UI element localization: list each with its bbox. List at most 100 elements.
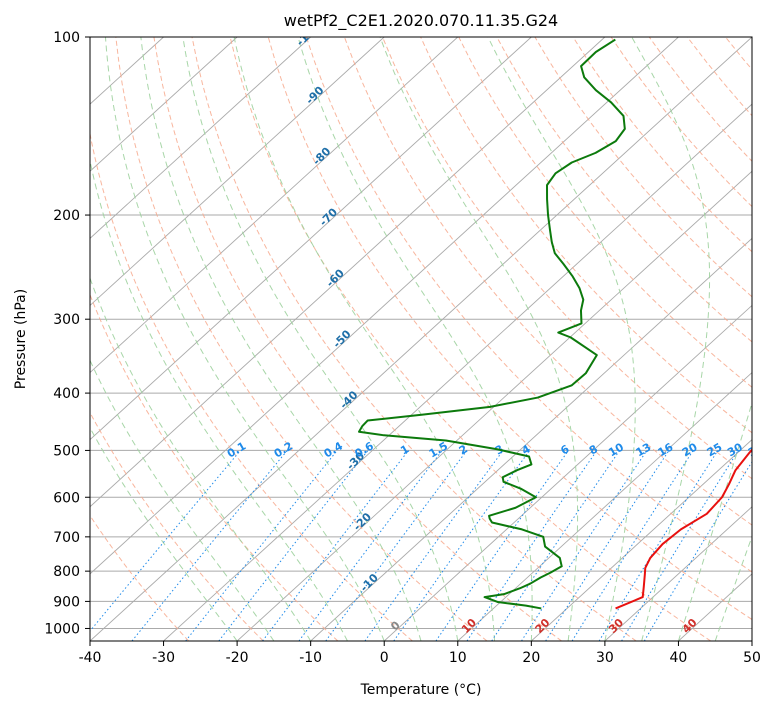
- isotherm-label: -90: [303, 84, 326, 107]
- isotherm-label: -50: [330, 327, 353, 350]
- mixing-ratio-label: 13: [634, 440, 654, 459]
- isotherm-line: [90, 37, 606, 508]
- y-tick-label: 100: [53, 30, 80, 46]
- isotherm-line: [531, 439, 752, 641]
- isotherm-label: -70: [317, 205, 340, 228]
- mixing-ratio-line: [185, 450, 338, 641]
- y-tick-label: 200: [53, 208, 80, 224]
- dry-adiabat-line: [229, 37, 712, 641]
- y-tick-label: 700: [53, 530, 80, 546]
- dry-adiabat-line: [420, 37, 752, 434]
- y-axis-ticks: 100 200 300 400 500 600 700 800 900 1000: [44, 30, 90, 637]
- x-tick-label: -30: [152, 650, 175, 666]
- dry-adiabat-line: [648, 37, 752, 162]
- dry-adiabat-line: [90, 131, 413, 641]
- mixing-ratio-line: [218, 450, 369, 641]
- plot-frame: [89, 36, 753, 642]
- moist-adiabat-line: [90, 158, 348, 641]
- isotherm-label: -100: [294, 20, 323, 49]
- dry-adiabat-line: [610, 37, 752, 208]
- y-axis-label: Pressure (hPa): [13, 289, 29, 389]
- sounding-series: [358, 38, 752, 610]
- mixing-ratio-label: 16: [656, 440, 676, 459]
- moist-adiabat-line: [297, 37, 533, 641]
- mixing-ratio-line: [393, 450, 531, 641]
- isotherm-line: [236, 170, 752, 641]
- mixing-ratio-line: [435, 450, 569, 641]
- mixing-ratio-line: [90, 450, 241, 632]
- isotherm-line: [457, 371, 752, 641]
- dry-adiabat-line: [572, 37, 752, 253]
- moist-adiabat-line: [182, 37, 459, 641]
- isotherm-line: [604, 506, 752, 641]
- mixing-ratio-label: 1.5: [427, 439, 450, 460]
- isotherm-line: [90, 37, 532, 441]
- x-axis-label: Temperature (°C): [360, 682, 482, 698]
- isotherm-line: [90, 37, 311, 239]
- dewpoint-profile: [358, 38, 626, 610]
- mixing-ratio-label: 0.4: [322, 439, 346, 460]
- x-tick-label: -40: [79, 650, 102, 666]
- moist-adiabat-line: [140, 37, 422, 641]
- dry-adiabat-line: [90, 411, 264, 641]
- mixing-ratio-line: [364, 450, 504, 641]
- dry-adiabat-line: [686, 37, 752, 117]
- mixing-ratio-label: 30: [725, 440, 745, 459]
- mixing-ratio-label: 25: [705, 440, 725, 459]
- moist-adiabat-line: [631, 37, 711, 641]
- dry-adiabat-line: [153, 37, 562, 641]
- mixing-ratio-line: [545, 450, 670, 641]
- dry-adiabat-line: [305, 37, 752, 573]
- y-tick-label: 400: [53, 386, 80, 402]
- isotherm-line: [751, 640, 752, 641]
- x-tick-label: 40: [670, 650, 688, 666]
- isotherm-label: -40: [337, 388, 360, 411]
- isotherm-line: [90, 37, 238, 172]
- mixing-ratio-line: [598, 450, 719, 641]
- isotherm-line: [90, 37, 459, 374]
- isotherm-labels: -100-90-80-70-60-50-40-30-20-100: [294, 20, 403, 633]
- isotherm-line: [163, 103, 752, 641]
- x-axis-ticks: -40 -30 -20 -10 0 10 20 30 40 50: [79, 641, 761, 666]
- dry-adiabat-line: [764, 37, 775, 641]
- mixing-ratio-line: [131, 450, 288, 641]
- dry-adiabat-label: 20: [533, 616, 553, 636]
- isotherm-line: [310, 237, 752, 641]
- moist-adiabat-line: [677, 401, 752, 641]
- mixing-ratio-label: 0.1: [225, 439, 248, 460]
- dry-adiabat-line: [496, 37, 752, 343]
- mixing-ratio-label: 0.6: [352, 439, 376, 460]
- mixing-ratio-line: [262, 450, 409, 641]
- mixing-ratio-label: 20: [680, 440, 700, 459]
- moist-adiabat-line: [379, 37, 579, 641]
- dry-adiabat-line: [267, 37, 752, 621]
- dry-adiabat-line: [115, 37, 488, 641]
- y-tick-label: 1000: [44, 621, 80, 637]
- dry-adiabat-line: [191, 37, 637, 641]
- mixing-ratio-line: [571, 450, 694, 641]
- dry-adiabat-line: [343, 37, 752, 526]
- y-tick-label: 800: [53, 564, 80, 580]
- isotherm-label: -10: [358, 571, 381, 594]
- x-tick-label: 20: [522, 650, 540, 666]
- y-tick-label: 600: [53, 490, 80, 506]
- mixing-ratio-line: [491, 450, 621, 641]
- moist-adiabat-line: [714, 535, 752, 641]
- moist-adiabat-line: [90, 426, 238, 641]
- x-tick-label: 10: [449, 650, 467, 666]
- x-tick-label: 50: [743, 650, 761, 666]
- temperature-profile: [615, 448, 752, 610]
- x-tick-label: 0: [380, 650, 389, 666]
- isotherm-label: -80: [310, 145, 333, 168]
- background-lines: [90, 37, 775, 641]
- dry-adiabat-labels: 10 20 30 40: [459, 616, 700, 636]
- moist-adiabat-line: [90, 276, 312, 641]
- dry-adiabat-line: [725, 37, 752, 71]
- dry-adiabat-line: [534, 37, 752, 298]
- mixing-ratio-line: [621, 450, 739, 641]
- mixing-ratio-line: [521, 450, 648, 641]
- isotherm-line: [90, 37, 679, 575]
- isotherm-label: -20: [351, 510, 374, 533]
- mixing-ratio-line: [325, 450, 468, 641]
